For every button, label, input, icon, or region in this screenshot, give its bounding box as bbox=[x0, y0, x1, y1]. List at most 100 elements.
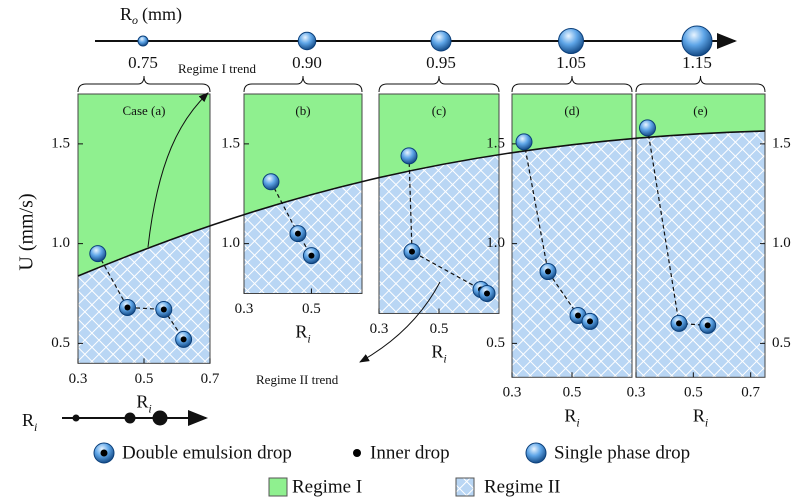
single-phase-drop bbox=[89, 245, 107, 263]
single-phase-drop bbox=[400, 147, 418, 165]
ro-drop bbox=[430, 30, 452, 52]
ro-axis-title: Ro (mm) bbox=[120, 4, 182, 27]
x-title-sub: i bbox=[705, 415, 708, 429]
ro-label: 1.05 bbox=[556, 53, 586, 72]
x-title-main: R bbox=[295, 322, 307, 342]
panel-title: (c) bbox=[432, 103, 446, 118]
ri-dot bbox=[124, 412, 136, 424]
y-tick-label: 1.0 bbox=[486, 235, 505, 251]
x-tick-label: 0.5 bbox=[563, 385, 582, 401]
x-tick-label: 0.3 bbox=[69, 371, 88, 387]
ri-dot bbox=[72, 414, 80, 422]
x-tick-label: 0.3 bbox=[370, 321, 389, 337]
legend-label: Inner drop bbox=[370, 442, 450, 463]
y-tick-label: 1.0 bbox=[221, 235, 240, 251]
ro-drop bbox=[681, 25, 713, 57]
inner-drop bbox=[308, 252, 315, 259]
x-tick-label: 0.5 bbox=[135, 371, 154, 387]
y-tick-label: 1.5 bbox=[51, 135, 70, 151]
x-title-main: R bbox=[693, 405, 705, 425]
legend-regime1-icon bbox=[268, 477, 288, 497]
ro-drop bbox=[558, 28, 584, 54]
ri-axis-title: Ri bbox=[22, 410, 37, 434]
x-axis-title: Ri bbox=[136, 391, 151, 415]
y-tick-label: 1.5 bbox=[221, 135, 240, 151]
inner-drop bbox=[409, 248, 415, 255]
y-tick-label: 1.0 bbox=[772, 235, 791, 251]
annotation: Regime I trend bbox=[178, 61, 256, 76]
y-tick-label: 0.5 bbox=[772, 335, 791, 351]
x-title-sub: i bbox=[307, 331, 310, 345]
inner-drop bbox=[484, 290, 490, 297]
x-tick-label: 0.5 bbox=[302, 301, 321, 317]
y-tick-label: 0.5 bbox=[486, 335, 505, 351]
regime-2-arrow bbox=[359, 281, 441, 363]
inner-drop bbox=[124, 304, 131, 311]
x-title-main: R bbox=[431, 342, 443, 362]
inner-drop bbox=[545, 268, 551, 275]
y-tick-label: 1.5 bbox=[486, 135, 505, 151]
brace bbox=[243, 75, 363, 93]
y-tick-label: 0.5 bbox=[51, 335, 70, 351]
panel-title: Case (a) bbox=[123, 103, 166, 118]
inner-drop bbox=[180, 336, 187, 343]
x-axis-title: Ri bbox=[693, 405, 708, 429]
x-title-sub: i bbox=[148, 401, 151, 415]
single-phase-drop bbox=[638, 119, 656, 137]
x-tick-label: 0.3 bbox=[235, 301, 254, 317]
ri-main: R bbox=[22, 410, 34, 430]
legend-label: Single phase drop bbox=[554, 442, 690, 463]
x-axis-title: Ri bbox=[431, 342, 446, 366]
panel: (c) 0.3 0.5 Ri bbox=[370, 75, 500, 366]
inner-drop bbox=[160, 306, 167, 313]
legend-regime2-icon bbox=[455, 477, 475, 497]
ro-label: 0.75 bbox=[128, 53, 158, 72]
x-tick-label: 0.5 bbox=[430, 321, 449, 337]
legend-double-core bbox=[100, 449, 108, 457]
panel-title: (d) bbox=[564, 103, 579, 118]
legend-inner-icon bbox=[353, 449, 361, 457]
x-tick-label: 0.5 bbox=[684, 385, 703, 401]
ro-main: R bbox=[120, 4, 132, 24]
x-title-sub: i bbox=[443, 351, 446, 365]
ro-drop bbox=[137, 35, 149, 47]
ro-unit: (mm) bbox=[142, 4, 182, 25]
panel-frame bbox=[635, 93, 766, 378]
x-tick-label: 0.3 bbox=[627, 385, 646, 401]
x-title-main: R bbox=[564, 405, 576, 425]
regime-2-area bbox=[636, 131, 765, 378]
legend: Double emulsion drop Inner drop Single p… bbox=[93, 442, 690, 497]
ro-drop bbox=[297, 31, 317, 51]
panel-title: (b) bbox=[295, 103, 310, 118]
ri-sub: i bbox=[34, 420, 37, 434]
y-axis-title: U (mm/s) bbox=[16, 193, 38, 270]
trend-line bbox=[97, 253, 185, 340]
inner-drop bbox=[294, 230, 301, 237]
inner-drop bbox=[575, 312, 581, 319]
legend-label: Double emulsion drop bbox=[122, 442, 292, 463]
legend-label: Regime II bbox=[484, 476, 561, 497]
panel: Case (a) 0.3 0.5 0.7 Ri 0.5 1.0 1.5 bbox=[51, 75, 220, 415]
x-title-main: R bbox=[136, 391, 148, 411]
x-axis-title: Ri bbox=[295, 322, 310, 346]
x-tick-label: 0.3 bbox=[503, 385, 522, 401]
panel: (b) 0.3 0.5 Ri 1.0 1.5 bbox=[221, 75, 363, 346]
single-phase-drop bbox=[262, 173, 280, 191]
brace bbox=[635, 75, 766, 93]
brace bbox=[511, 75, 633, 93]
single-phase-drop bbox=[515, 133, 533, 151]
ro-sub: o bbox=[132, 13, 138, 27]
brace bbox=[378, 75, 500, 93]
y-tick-label: 1.5 bbox=[772, 135, 791, 151]
regime-2-area bbox=[512, 138, 632, 378]
regime-2-area bbox=[379, 154, 499, 314]
legend-single-icon bbox=[525, 442, 547, 464]
regime-boundary bbox=[77, 130, 766, 277]
x-tick-label: 0.7 bbox=[741, 385, 760, 401]
panel-title: (e) bbox=[693, 103, 707, 118]
x-title-sub: i bbox=[576, 415, 579, 429]
inner-drop bbox=[587, 318, 593, 325]
x-tick-label: 0.7 bbox=[201, 371, 220, 387]
